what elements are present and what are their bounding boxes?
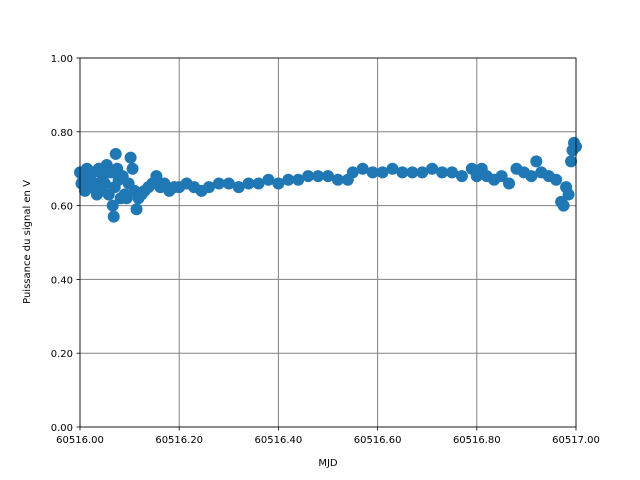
point [376, 166, 389, 179]
point [150, 170, 163, 183]
point [503, 177, 516, 190]
point [446, 166, 458, 179]
y-tick-label: 0.60 [51, 202, 73, 213]
point [130, 203, 143, 216]
x-tick-label: 60517.00 [552, 435, 600, 446]
point [262, 173, 275, 186]
x-tick-label: 60516.20 [155, 435, 203, 446]
x-tick-label: 60516.80 [453, 435, 501, 446]
point [565, 155, 578, 168]
point [302, 170, 315, 183]
point [212, 177, 225, 190]
point [272, 177, 285, 190]
point [416, 166, 429, 179]
point [98, 177, 111, 190]
point [106, 199, 119, 212]
x-axis-label: MJD [318, 458, 338, 469]
point [242, 177, 255, 190]
point [109, 147, 122, 160]
point [366, 166, 379, 179]
point [126, 162, 139, 175]
point [252, 177, 265, 190]
point [356, 162, 369, 175]
y-axis-label: Puissance du signal en V [22, 180, 33, 304]
y-tick-label: 1.00 [51, 54, 73, 65]
x-tick-label: 60516.40 [255, 435, 303, 446]
x-tick-label: 60516.00 [56, 435, 104, 446]
x-tick-label: 60516.60 [354, 435, 402, 446]
point [346, 166, 359, 179]
point [282, 173, 295, 186]
point [426, 162, 439, 175]
point [124, 151, 137, 164]
point [232, 181, 245, 194]
y-tick-label: 0.20 [51, 349, 73, 360]
axes-frame [79, 57, 577, 428]
point [530, 155, 543, 168]
point [396, 166, 409, 179]
point [107, 210, 120, 223]
point [222, 177, 235, 190]
point [495, 170, 508, 183]
point [120, 192, 133, 205]
point [202, 181, 215, 194]
point [557, 199, 570, 212]
point [525, 170, 538, 183]
point [550, 173, 563, 186]
point [436, 166, 449, 179]
point [331, 173, 344, 186]
point [386, 162, 399, 175]
point [292, 173, 305, 186]
y-tick-label: 0.00 [51, 423, 73, 434]
point [455, 170, 468, 183]
y-tick-label: 0.40 [51, 275, 73, 286]
point [322, 170, 334, 183]
y-tick-label: 0.80 [51, 128, 73, 139]
point [562, 188, 575, 201]
point [312, 170, 325, 183]
point [406, 166, 419, 179]
